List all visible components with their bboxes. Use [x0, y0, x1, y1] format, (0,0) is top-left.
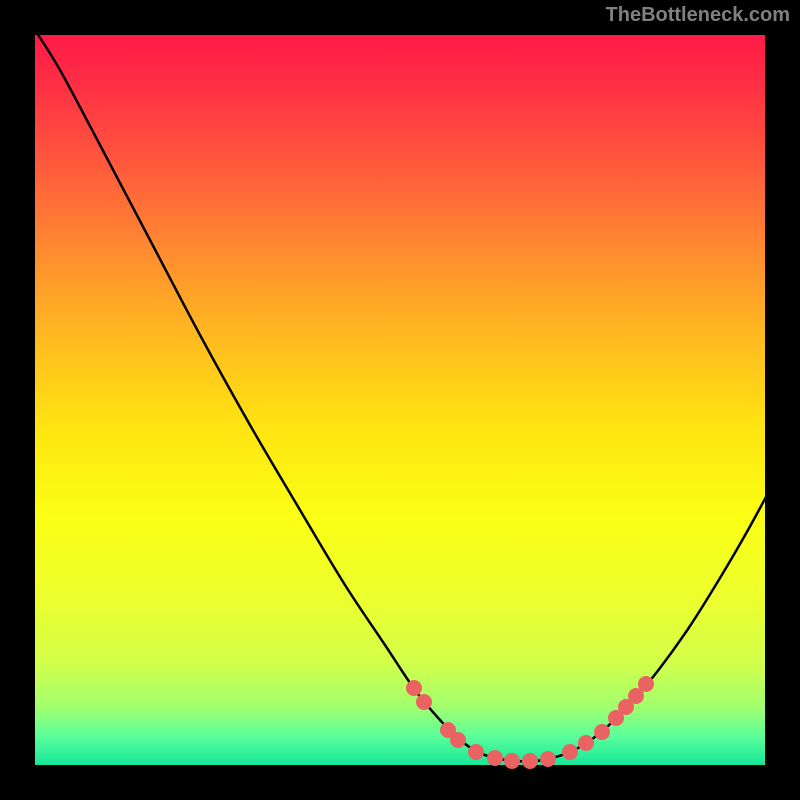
chart-container: TheBottleneck.com: [0, 0, 800, 800]
bottleneck-chart: [0, 0, 800, 800]
watermark-text: TheBottleneck.com: [606, 4, 790, 27]
